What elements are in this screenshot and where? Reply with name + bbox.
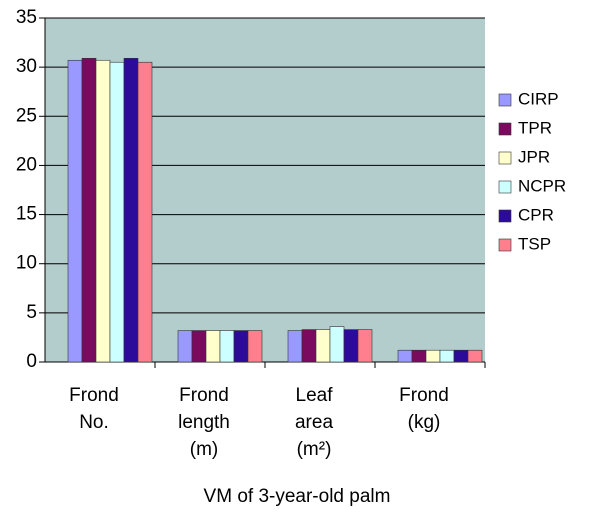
legend-swatch bbox=[498, 238, 512, 252]
chart-title: VM of 3-year-old palm bbox=[204, 486, 391, 507]
legend-label: TSP bbox=[518, 234, 551, 253]
bar bbox=[67, 59, 83, 363]
legend-swatch bbox=[498, 93, 512, 107]
bar bbox=[467, 349, 483, 363]
bar bbox=[357, 329, 373, 363]
bar bbox=[95, 59, 111, 363]
bar bbox=[287, 330, 303, 363]
bar bbox=[315, 329, 331, 363]
bar bbox=[343, 329, 359, 363]
bar bbox=[439, 349, 455, 363]
x-tick-label: Frond length (m) bbox=[178, 385, 230, 460]
bar bbox=[425, 349, 441, 363]
bar bbox=[247, 330, 263, 363]
bar bbox=[397, 349, 413, 363]
bar bbox=[411, 349, 427, 363]
y-tick-label: 15 bbox=[16, 204, 37, 225]
legend-label: CIRP bbox=[518, 89, 559, 108]
legend-label: JPR bbox=[518, 147, 550, 166]
y-tick-label: 25 bbox=[16, 105, 37, 126]
legend-swatch bbox=[498, 151, 512, 165]
y-tick-label: 30 bbox=[16, 56, 37, 77]
legend-swatch bbox=[498, 180, 512, 194]
x-tick-label: Frond (kg) bbox=[399, 385, 449, 433]
bar bbox=[329, 326, 345, 363]
y-tick-label: 5 bbox=[26, 302, 37, 323]
bar bbox=[233, 330, 249, 363]
bar bbox=[109, 61, 125, 363]
y-tick-label: 20 bbox=[16, 154, 37, 175]
bar bbox=[191, 330, 207, 363]
bar bbox=[177, 330, 193, 363]
legend-label: CPR bbox=[518, 205, 554, 224]
x-tick-label: Leaf area (m²) bbox=[295, 385, 333, 460]
bar bbox=[219, 330, 235, 363]
y-tick-label: 35 bbox=[16, 7, 37, 28]
bar bbox=[301, 329, 317, 363]
legend-swatch bbox=[498, 122, 512, 136]
y-tick-label: 0 bbox=[26, 351, 37, 372]
bar bbox=[123, 57, 139, 363]
bar bbox=[81, 57, 97, 363]
legend-swatch bbox=[498, 209, 512, 223]
bar bbox=[137, 61, 153, 363]
bar bbox=[453, 349, 469, 363]
legend-label: TPR bbox=[518, 118, 552, 137]
bar bbox=[205, 330, 221, 363]
y-tick-label: 10 bbox=[16, 253, 37, 274]
legend-label: NCPR bbox=[518, 176, 566, 195]
x-tick-label: Frond No. bbox=[69, 385, 119, 433]
